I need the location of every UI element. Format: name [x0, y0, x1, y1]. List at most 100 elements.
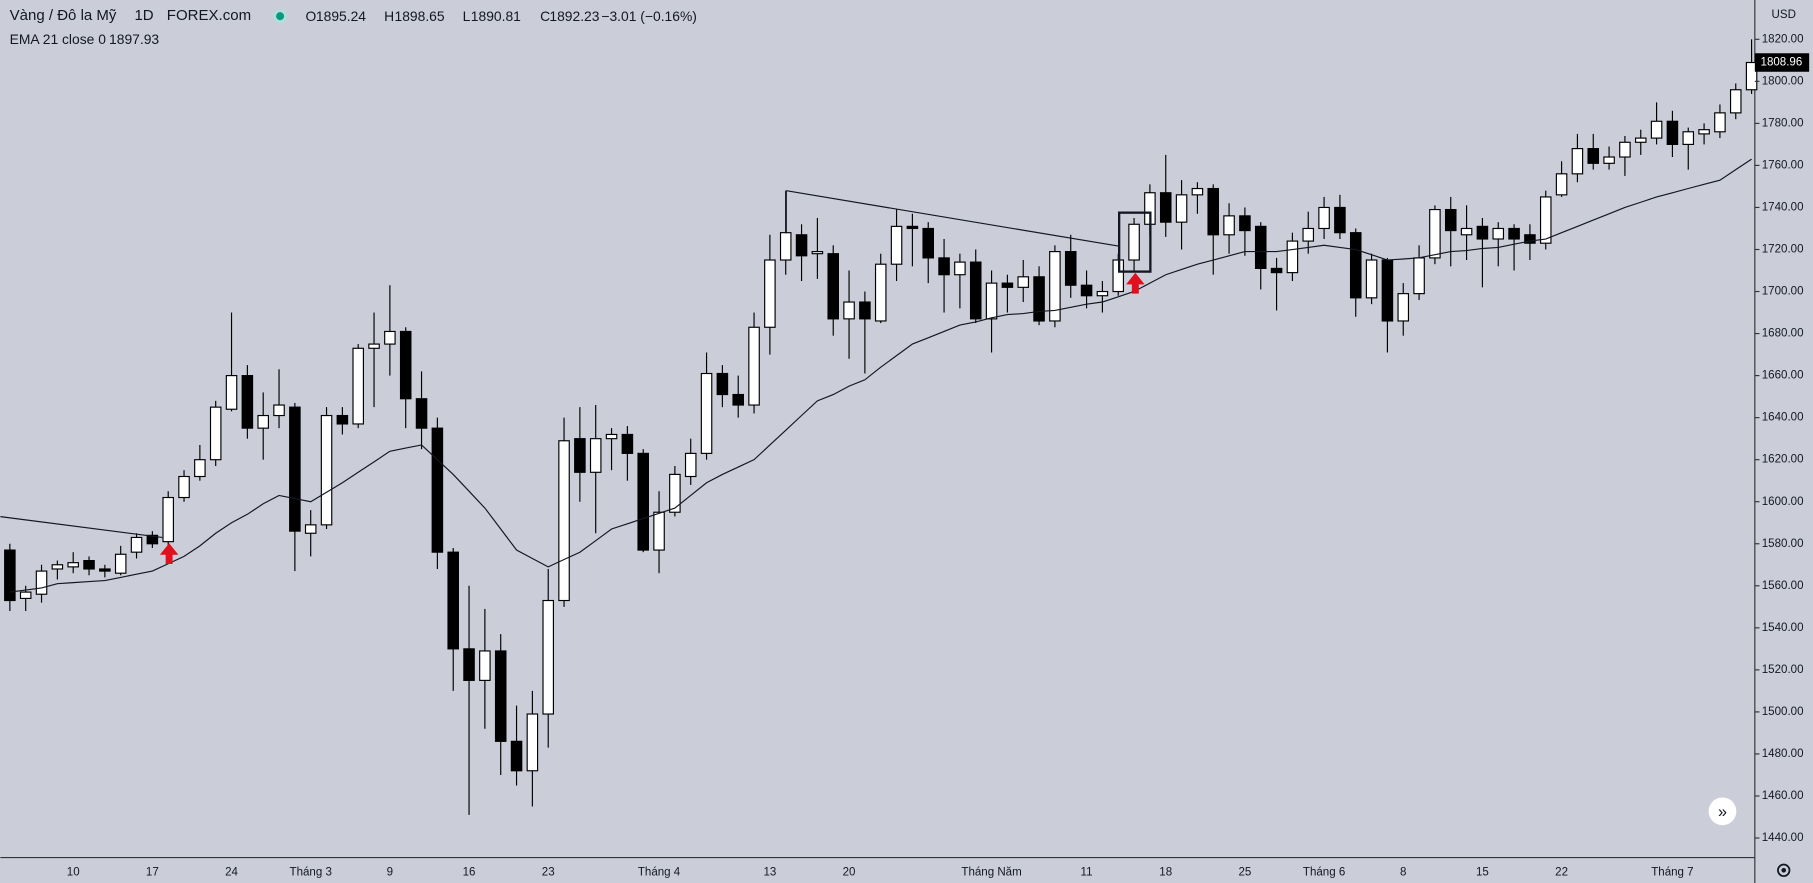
candle-body: [1223, 215, 1235, 236]
candle-body: [1207, 187, 1220, 236]
candle-body: [1587, 148, 1600, 164]
y-tick-label: 1540.00: [1762, 622, 1804, 634]
signal-arrow: [159, 543, 179, 565]
candle-body: [225, 375, 238, 410]
x-tick-label: Tháng 7: [1651, 867, 1693, 879]
candle-body: [1334, 206, 1346, 234]
candle-body: [399, 330, 412, 400]
candle-body: [764, 259, 776, 328]
last-price-tag: [1754, 53, 1810, 72]
highlight-box: [1118, 211, 1152, 273]
y-tick-label: 1680.00: [1762, 328, 1804, 340]
candle-body: [35, 570, 48, 595]
y-tick-label: 1720.00: [1762, 244, 1804, 256]
y-tick-label: 1560.00: [1762, 580, 1804, 592]
y-tick-label: 1580.00: [1762, 538, 1804, 550]
candle-body: [954, 261, 966, 276]
x-tick-label: 11: [1081, 867, 1093, 879]
candle-body: [241, 375, 254, 429]
candle-body: [336, 414, 349, 425]
symbol: Vàng / Đô la Mỹ: [10, 7, 117, 24]
x-tick-label: 9: [387, 867, 393, 879]
candle-body: [1603, 156, 1615, 164]
settings-button[interactable]: [1777, 863, 1791, 877]
candle-body: [1381, 259, 1394, 322]
candle-body: [1476, 225, 1489, 240]
scroll-to-latest[interactable]: [1708, 797, 1737, 826]
ohlc-value: 1890.81: [471, 8, 521, 24]
candle-body: [51, 564, 64, 570]
x-tick-label: 13: [763, 867, 776, 879]
candle-body: [1524, 234, 1536, 244]
candle-body: [1128, 223, 1140, 261]
y-tick-label: 1520.00: [1762, 664, 1804, 676]
candle-body: [669, 473, 681, 513]
candle-body: [1175, 194, 1188, 223]
candle-body: [1460, 227, 1473, 236]
settings-icon-center[interactable]: [1781, 867, 1787, 873]
y-tick-label: 1780.00: [1762, 117, 1804, 129]
indicator-value: 1897.93: [109, 31, 159, 47]
candle-body: [700, 372, 713, 454]
candle-body: [1413, 257, 1425, 295]
x-tick-label: Tháng 6: [1303, 867, 1345, 879]
candle-body: [1666, 120, 1679, 145]
candle-body: [1049, 251, 1061, 322]
y-tick-label: 1480.00: [1762, 748, 1804, 760]
candle-body: [859, 301, 871, 320]
trend-line: [786, 190, 1120, 247]
candle-body: [1286, 240, 1299, 274]
scroll-icon[interactable]: »: [1718, 803, 1727, 821]
candle-body: [922, 227, 935, 259]
candle-body: [510, 740, 523, 772]
candle-body: [1619, 141, 1631, 158]
candle-body: [1539, 196, 1552, 244]
x-tick-label: Tháng 4: [638, 867, 681, 879]
candle-body: [890, 225, 903, 265]
candle-body: [1682, 131, 1695, 145]
candle-body: [431, 427, 444, 553]
x-tick-label: 18: [1159, 867, 1172, 879]
candle-body: [1729, 89, 1742, 114]
candle-body: [1001, 282, 1014, 288]
trend-line: [0, 516, 163, 539]
candle-body: [99, 568, 111, 572]
candle-body: [19, 591, 32, 599]
candle-body: [368, 343, 380, 349]
y-tick-label: 1600.00: [1762, 496, 1804, 508]
candle-body: [1492, 227, 1505, 240]
ema-line: [9, 158, 1752, 593]
x-tick-label: 24: [225, 867, 238, 879]
candle-body: [1429, 208, 1441, 259]
candle-body: [352, 347, 364, 425]
source: FOREX.com: [167, 7, 251, 24]
y-tick-label: 1640.00: [1762, 412, 1804, 424]
candle-body: [273, 404, 285, 417]
x-tick-label: 23: [542, 867, 555, 879]
settings-icon[interactable]: [1777, 863, 1791, 877]
candle-body: [1444, 208, 1457, 232]
plot-area: [4, 39, 1758, 815]
candle-body: [1270, 267, 1283, 274]
x-tick-label: 17: [146, 867, 159, 879]
candle-body: [1555, 173, 1568, 196]
indicator-name: EMA 21 close 0: [10, 31, 107, 47]
change: −3.01 (−0.16%): [601, 8, 697, 24]
candle-body: [162, 496, 174, 543]
candle-body: [969, 261, 982, 320]
candle-body: [811, 251, 824, 255]
candle-body: [985, 282, 998, 320]
candle-body: [83, 559, 95, 570]
candle-body: [637, 452, 649, 551]
ohlc-value: 1892.23: [549, 8, 599, 24]
candle-body: [874, 263, 887, 322]
ohlc-label: O: [306, 8, 317, 24]
y-tick-label: 1760.00: [1762, 159, 1804, 171]
candle-body: [1508, 227, 1520, 240]
y-tick-label: 1500.00: [1762, 706, 1804, 718]
market-status-dot: [276, 12, 285, 21]
signal-arrow: [1126, 272, 1145, 294]
candle-body: [906, 225, 919, 230]
